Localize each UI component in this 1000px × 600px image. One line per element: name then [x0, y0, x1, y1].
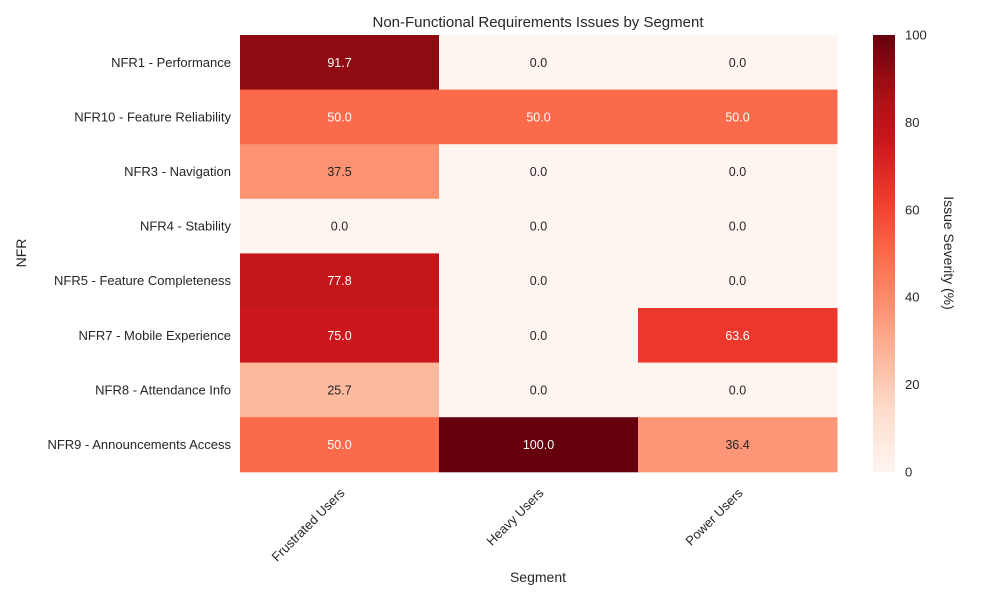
cell-value-label: 77.8: [327, 274, 351, 288]
row-label: NFR3 - Navigation: [124, 164, 231, 179]
cell-value-label: 100.0: [523, 438, 554, 452]
cell-value-label: 0.0: [729, 56, 746, 70]
cell-value-label: 50.0: [327, 110, 351, 124]
heatmap-cell: [638, 417, 838, 473]
column-label: Heavy Users: [483, 485, 547, 549]
heatmap-cell: [638, 89, 838, 145]
cell-value-label: 0.0: [331, 220, 348, 234]
heatmap-cell: [439, 89, 639, 145]
heatmap-cell: [439, 308, 639, 364]
cell-value-label: 25.7: [327, 383, 351, 397]
colorbar-tick-label: 20: [905, 377, 919, 392]
row-label: NFR1 - Performance: [111, 55, 231, 70]
colorbar-tick-label: 100: [905, 28, 927, 43]
column-tick-labels: Frustrated Users Heavy Users Power Users: [269, 485, 746, 564]
cell-value-label: 0.0: [530, 165, 547, 179]
cell-value-label: 91.7: [327, 56, 351, 70]
y-axis-label: NFR: [13, 239, 29, 268]
row-label: NFR8 - Attendance Info: [95, 382, 231, 397]
x-axis-label: Segment: [510, 569, 566, 585]
cell-value-label: 50.0: [725, 110, 749, 124]
cell-value-label: 0.0: [530, 383, 547, 397]
colorbar-tick-label: 0: [905, 465, 912, 480]
cell-value-label: 0.0: [729, 165, 746, 179]
heatmap-cell: [240, 308, 440, 364]
heatmap-cell: [638, 362, 838, 418]
heatmap-cell: [240, 417, 440, 473]
colorbar: [873, 35, 895, 472]
heatmap-cell: [638, 144, 838, 200]
cell-value-label: 63.6: [725, 329, 749, 343]
heatmap-cell: [638, 198, 838, 254]
row-label: NFR5 - Feature Completeness: [54, 273, 232, 288]
heatmap-cell: [439, 198, 639, 254]
heatmap-cell: [439, 35, 639, 91]
cell-value-label: 50.0: [526, 110, 550, 124]
row-label: NFR4 - Stability: [140, 219, 232, 234]
heatmap-cell: [240, 362, 440, 418]
row-tick-labels: NFR1 - Performance NFR10 - Feature Reliab…: [47, 55, 231, 452]
column-label: Power Users: [682, 485, 746, 549]
cell-value-label: 36.4: [725, 438, 749, 452]
colorbar-tick-label: 80: [905, 115, 919, 130]
colorbar-tick-label: 40: [905, 290, 919, 305]
column-label: Frustrated Users: [269, 485, 348, 564]
cell-value-label: 0.0: [530, 329, 547, 343]
chart-title: Non-Functional Requirements Issues by Se…: [373, 14, 705, 31]
cell-value-label: 0.0: [530, 56, 547, 70]
heatmap-cell: [638, 35, 838, 91]
cell-value-label: 50.0: [327, 438, 351, 452]
row-label: NFR10 - Feature Reliability: [74, 109, 231, 124]
heatmap-cell: [240, 89, 440, 145]
heatmap-cell: [439, 144, 639, 200]
heatmap-cell: [439, 417, 639, 473]
heatmap-cell: [439, 362, 639, 418]
cell-value-label: 75.0: [327, 329, 351, 343]
cell-value-label: 0.0: [530, 220, 547, 234]
heatmap-cell: [638, 308, 838, 364]
cell-value-label: 37.5: [327, 165, 351, 179]
heatmap-cell: [638, 253, 838, 309]
heatmap-cell: [240, 198, 440, 254]
colorbar-tick-label: 60: [905, 202, 919, 217]
colorbar-ticks: 0 20 40 60 80 100: [905, 28, 927, 480]
cell-value-label: 0.0: [530, 274, 547, 288]
heatmap-cell: [439, 253, 639, 309]
heatmap-cells: 91.7 0.0 0.0 50.0 50.0 50.0 37.5 0.0 0.0 0.0 0.0 0.…: [240, 35, 838, 473]
row-label: NFR7 - Mobile Experience: [79, 328, 231, 343]
row-label: NFR9 - Announcements Access: [47, 437, 231, 452]
heatmap-cell: [240, 35, 440, 91]
heatmap-cell: [240, 253, 440, 309]
cell-value-label: 0.0: [729, 274, 746, 288]
heatmap-cell: [240, 144, 440, 200]
cell-value-label: 0.0: [729, 383, 746, 397]
colorbar-label: Issue Severity (%): [941, 196, 957, 310]
cell-value-label: 0.0: [729, 220, 746, 234]
